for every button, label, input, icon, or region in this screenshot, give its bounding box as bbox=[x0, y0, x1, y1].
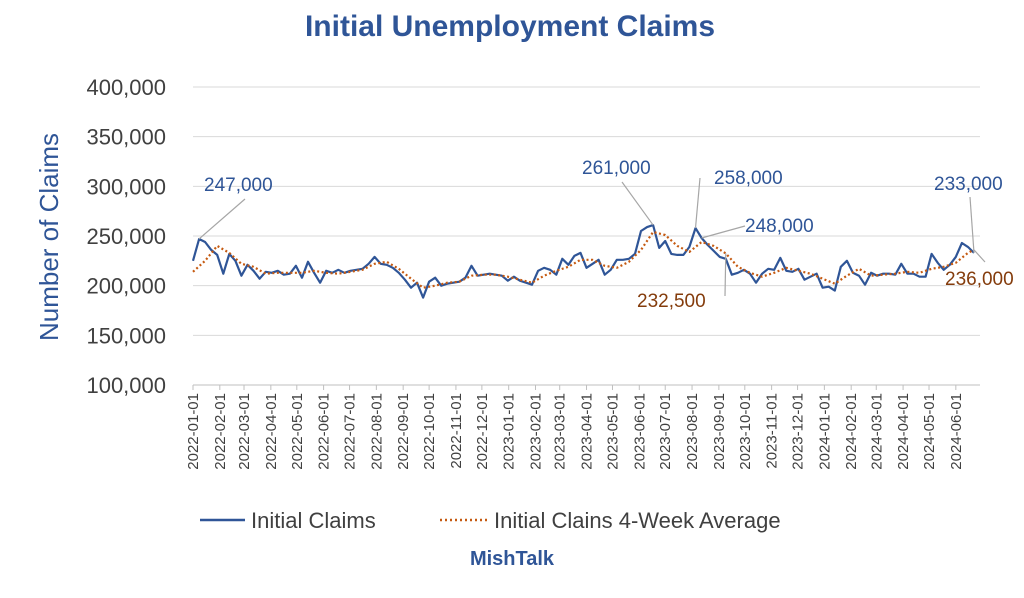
y-tick-label: 350,000 bbox=[86, 125, 166, 150]
chart-title: Initial Unemployment Claims bbox=[305, 10, 715, 43]
x-tick-label: 2022-05-01 bbox=[289, 393, 306, 470]
annotations: 247,000 261,000 258,000 248,000 232,500 233,0… bbox=[198, 158, 1014, 312]
x-tick-label: 2024-04-01 bbox=[895, 393, 912, 470]
annotation-label: 248,000 bbox=[745, 216, 814, 237]
annotation-leader-line bbox=[973, 249, 986, 263]
legend-label-4-week-average: Initial Clains 4-Week Average bbox=[494, 508, 781, 533]
series-4-week-average bbox=[192, 230, 975, 289]
x-tick-label: 2023-01-01 bbox=[501, 393, 518, 470]
annotation-label: 232,500 bbox=[637, 291, 706, 312]
x-tick-label: 2023-07-01 bbox=[657, 393, 674, 470]
y-tick-label: 200,000 bbox=[86, 274, 166, 299]
annotation-leader-line bbox=[701, 225, 746, 239]
y-tick-label: 100,000 bbox=[86, 373, 166, 398]
legend: Initial Claims Initial Clains 4-Week Ave… bbox=[200, 508, 781, 533]
x-tick-label: 2022-11-01 bbox=[448, 393, 465, 469]
x-tick-label: 2024-03-01 bbox=[868, 393, 885, 470]
x-tick-label: 2024-05-01 bbox=[921, 393, 938, 470]
x-tick-label: 2023-08-01 bbox=[684, 393, 701, 470]
x-tick-label: 2023-11-01 bbox=[764, 393, 781, 469]
annotation-label: 247,000 bbox=[204, 175, 273, 196]
x-tick-label: 2024-06-01 bbox=[948, 393, 965, 470]
y-axis-label: Number of Claims bbox=[34, 133, 64, 341]
x-tick-label: 2022-01-01 bbox=[185, 393, 202, 470]
annotation-leader-line bbox=[724, 253, 727, 297]
x-tick-label: 2023-04-01 bbox=[579, 393, 596, 470]
annotation-label: 233,000 bbox=[934, 174, 1003, 195]
x-tick-label: 2023-03-01 bbox=[552, 393, 569, 470]
annotation-leader-line bbox=[198, 198, 246, 240]
credit-label: MishTalk bbox=[470, 548, 555, 570]
x-tick-label: 2022-03-01 bbox=[236, 393, 253, 470]
x-tick-label: 2023-05-01 bbox=[604, 393, 621, 470]
y-tick-labels: 400,000 350,000 300,000 250,000 200,000 150,0… bbox=[86, 75, 166, 398]
x-tick-label: 2024-02-01 bbox=[843, 393, 860, 470]
annotation-leader-line bbox=[621, 181, 654, 226]
annotation-label: 261,000 bbox=[582, 158, 651, 179]
x-tick-label: 2022-02-01 bbox=[212, 393, 229, 470]
x-tick-label: 2022-04-01 bbox=[263, 393, 280, 470]
annotation-leader-line bbox=[969, 196, 975, 253]
x-tick-label: 2023-12-01 bbox=[790, 393, 807, 470]
x-tick-label: 2022-09-01 bbox=[395, 393, 412, 470]
x-tick-label: 2024-01-01 bbox=[816, 393, 833, 470]
x-tick-label: 2022-12-01 bbox=[474, 393, 491, 470]
y-tick-label: 400,000 bbox=[86, 75, 166, 100]
gridlines bbox=[193, 86, 980, 386]
legend-label-initial-claims: Initial Claims bbox=[251, 508, 376, 533]
x-tick-labels: 2022-01-01 2022-02-01 2022-03-01 2022-04-01… bbox=[185, 385, 965, 470]
x-tick-label: 2023-06-01 bbox=[631, 393, 648, 470]
y-tick-label: 250,000 bbox=[86, 224, 166, 249]
annotation-label: 258,000 bbox=[714, 168, 783, 189]
x-tick-label: 2022-07-01 bbox=[342, 393, 359, 470]
y-tick-label: 300,000 bbox=[86, 174, 166, 199]
y-tick-label: 150,000 bbox=[86, 323, 166, 348]
series-lines bbox=[191, 224, 975, 299]
x-tick-label: 2022-10-01 bbox=[421, 393, 438, 470]
x-tick-label: 2023-02-01 bbox=[527, 393, 544, 470]
annotation-leader-line bbox=[694, 177, 701, 229]
x-tick-label: 2022-08-01 bbox=[368, 393, 385, 470]
x-tick-label: 2022-06-01 bbox=[316, 393, 333, 470]
annotation-label: 236,000 bbox=[945, 269, 1014, 290]
x-tick-label: 2023-09-01 bbox=[711, 393, 728, 470]
x-tick-label: 2023-10-01 bbox=[737, 393, 754, 470]
